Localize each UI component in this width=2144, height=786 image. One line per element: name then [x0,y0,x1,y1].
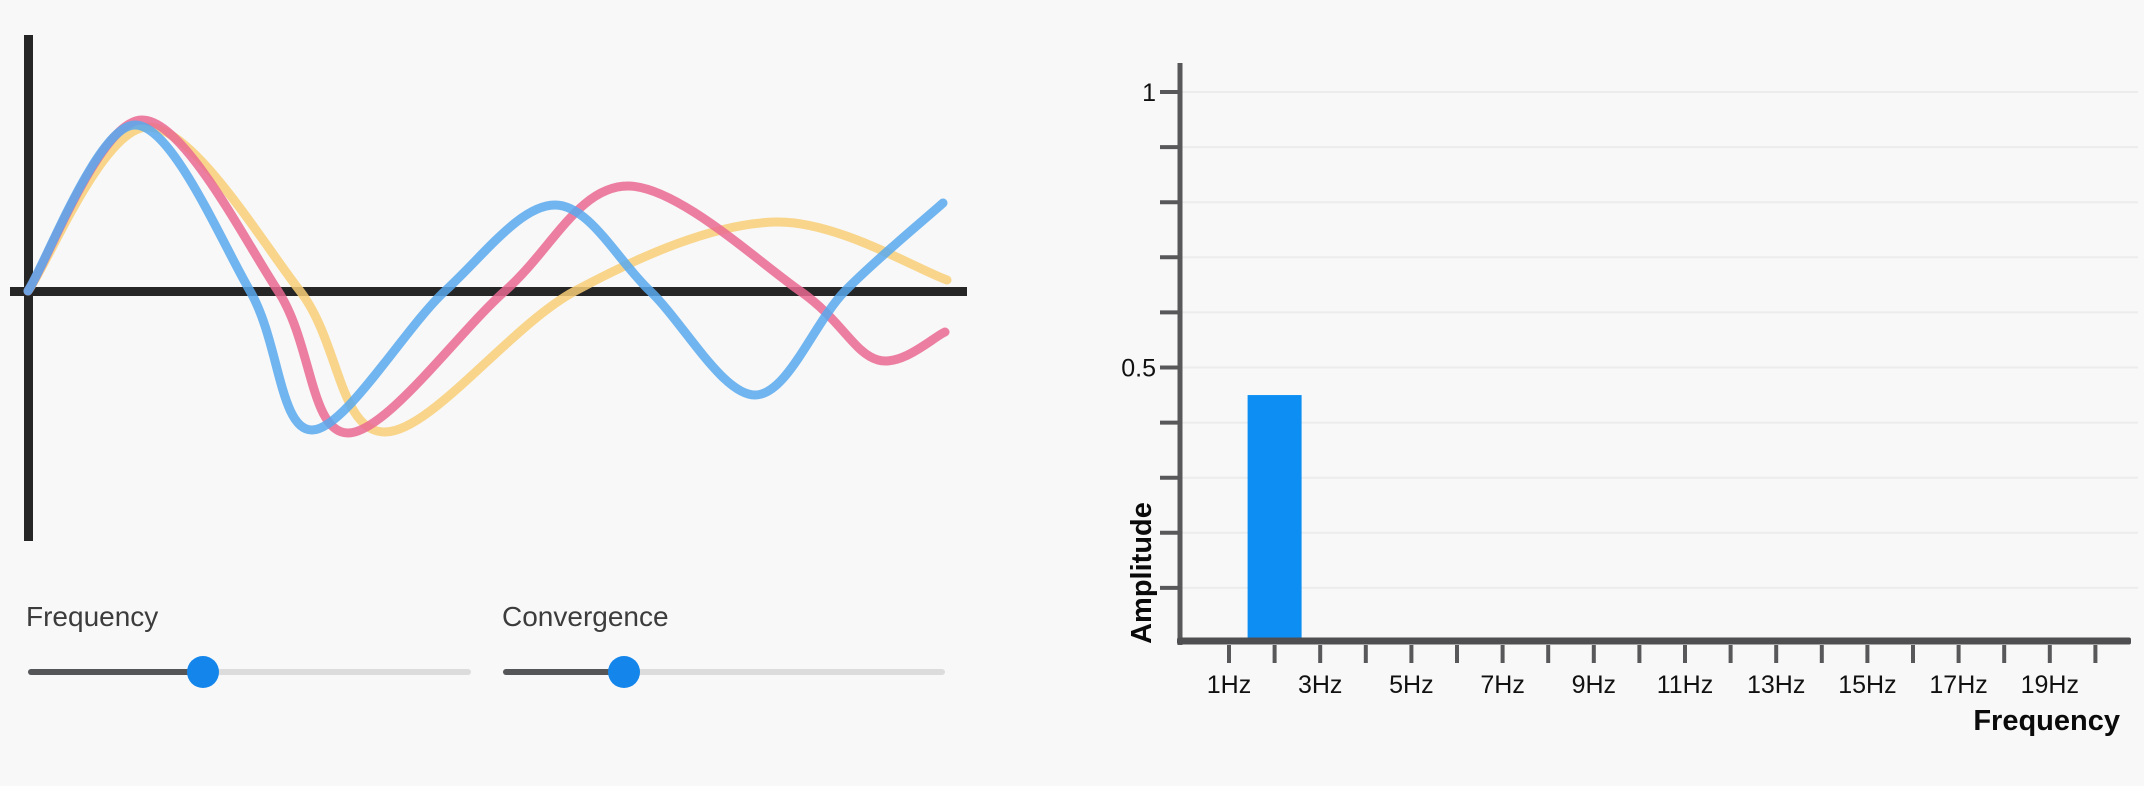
x-tick-label: 19Hz [2021,671,2079,699]
frequency-slider-fill [28,669,203,675]
spectrum-axes [1177,63,2131,645]
waveform-curves [23,115,952,438]
y-tick-label: 1 [1142,79,1156,107]
wave-blue [23,120,948,435]
wave-yellow [23,122,952,437]
x-tick-label: 15Hz [1838,671,1896,699]
spectrum-tick-labels: 1 0.5 1Hz 3Hz 5Hz 7Hz 9Hz 11Hz 13Hz 15Hz 17Hz 19Hz [1121,79,2079,699]
spectrum-gridlines [1180,91,2138,589]
x-tick-label: 5Hz [1389,671,1433,699]
wave-pink [23,115,950,438]
waveform-x-axis [10,287,967,296]
frequency-slider-track[interactable] [28,669,471,675]
waveform-canvas [10,35,967,541]
y-tick-label: 0.5 [1121,355,1156,383]
x-tick-label: 1Hz [1207,671,1251,699]
x-tick-label: 17Hz [1929,671,1987,699]
convergence-slider-track[interactable] [503,669,945,675]
x-tick-label: 3Hz [1298,671,1342,699]
x-tick-label: 11Hz [1657,671,1714,699]
frequency-slider-label: Frequency [26,601,159,632]
convergence-slider-label: Convergence [502,601,669,632]
spectrum-x-axis [1177,637,2131,645]
x-tick-label: 7Hz [1480,671,1524,699]
spectrum-tick-marks [1160,90,2098,663]
x-axis-title: Frequency [1973,705,2120,737]
convergence-slider[interactable] [503,656,945,688]
y-axis-title: Amplitude [1126,502,1158,644]
frequency-slider[interactable] [28,656,471,688]
x-tick-label: 13Hz [1747,671,1805,699]
spectrum-bars [1247,395,1302,641]
spectrum-bar-2hz [1247,395,1302,641]
spectrum-y-axis [1177,63,1183,645]
x-tick-label: 9Hz [1572,671,1616,699]
waveform-axes [10,35,967,541]
convergence-slider-fill [503,669,625,675]
convergence-slider-thumb[interactable] [608,656,641,688]
frequency-slider-thumb[interactable] [186,656,219,688]
